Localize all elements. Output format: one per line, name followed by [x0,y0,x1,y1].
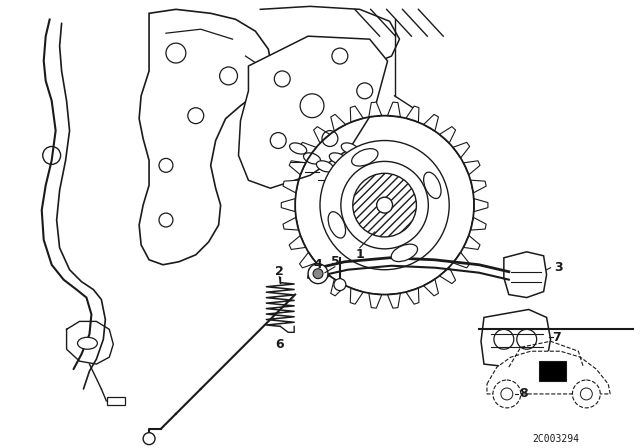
Polygon shape [369,293,382,308]
Polygon shape [331,279,346,296]
Circle shape [313,269,323,279]
Polygon shape [440,127,456,143]
Ellipse shape [303,153,321,164]
Text: 7: 7 [552,331,561,344]
Polygon shape [481,310,550,369]
Circle shape [308,264,328,284]
Text: 4: 4 [314,258,323,271]
Ellipse shape [330,153,346,164]
Polygon shape [440,267,456,284]
Ellipse shape [424,172,441,198]
Polygon shape [239,36,388,188]
Circle shape [502,389,512,399]
Circle shape [580,388,592,400]
Polygon shape [487,351,610,394]
Polygon shape [424,114,438,131]
Polygon shape [331,114,346,131]
Polygon shape [463,235,480,250]
Circle shape [498,385,516,403]
Circle shape [320,141,449,270]
Polygon shape [463,161,480,175]
Text: 8: 8 [520,388,528,401]
Polygon shape [314,127,330,143]
Polygon shape [470,180,486,193]
Polygon shape [300,252,316,268]
Polygon shape [387,293,401,308]
Polygon shape [314,267,330,284]
Polygon shape [453,142,470,158]
Polygon shape [504,252,547,297]
Polygon shape [474,198,488,211]
Ellipse shape [328,212,346,238]
Polygon shape [289,235,306,250]
Circle shape [143,433,155,444]
FancyBboxPatch shape [539,361,566,381]
Text: 2C003294: 2C003294 [532,434,580,444]
Ellipse shape [77,337,97,349]
Polygon shape [453,252,470,268]
Circle shape [334,279,346,291]
Ellipse shape [289,143,307,154]
Polygon shape [139,9,272,265]
Polygon shape [289,161,306,175]
Ellipse shape [351,149,378,166]
Circle shape [572,380,600,408]
Polygon shape [350,288,364,304]
Polygon shape [424,279,438,296]
Polygon shape [283,217,299,230]
Polygon shape [369,102,382,117]
Circle shape [341,161,428,249]
Circle shape [501,388,513,400]
Ellipse shape [391,244,417,262]
Polygon shape [281,198,296,211]
Text: 5: 5 [330,255,339,268]
Polygon shape [283,180,299,193]
Text: 2: 2 [275,265,284,278]
Polygon shape [406,106,419,122]
Text: 1: 1 [355,248,364,261]
Ellipse shape [341,143,358,154]
FancyBboxPatch shape [108,397,125,405]
Circle shape [377,197,392,213]
Polygon shape [350,106,364,122]
Polygon shape [300,142,316,158]
Polygon shape [387,102,401,117]
Polygon shape [470,217,486,230]
Polygon shape [406,288,419,304]
Circle shape [493,380,521,408]
Text: 3: 3 [554,261,563,274]
Text: 6: 6 [275,338,284,351]
Ellipse shape [316,161,333,172]
Circle shape [353,173,417,237]
